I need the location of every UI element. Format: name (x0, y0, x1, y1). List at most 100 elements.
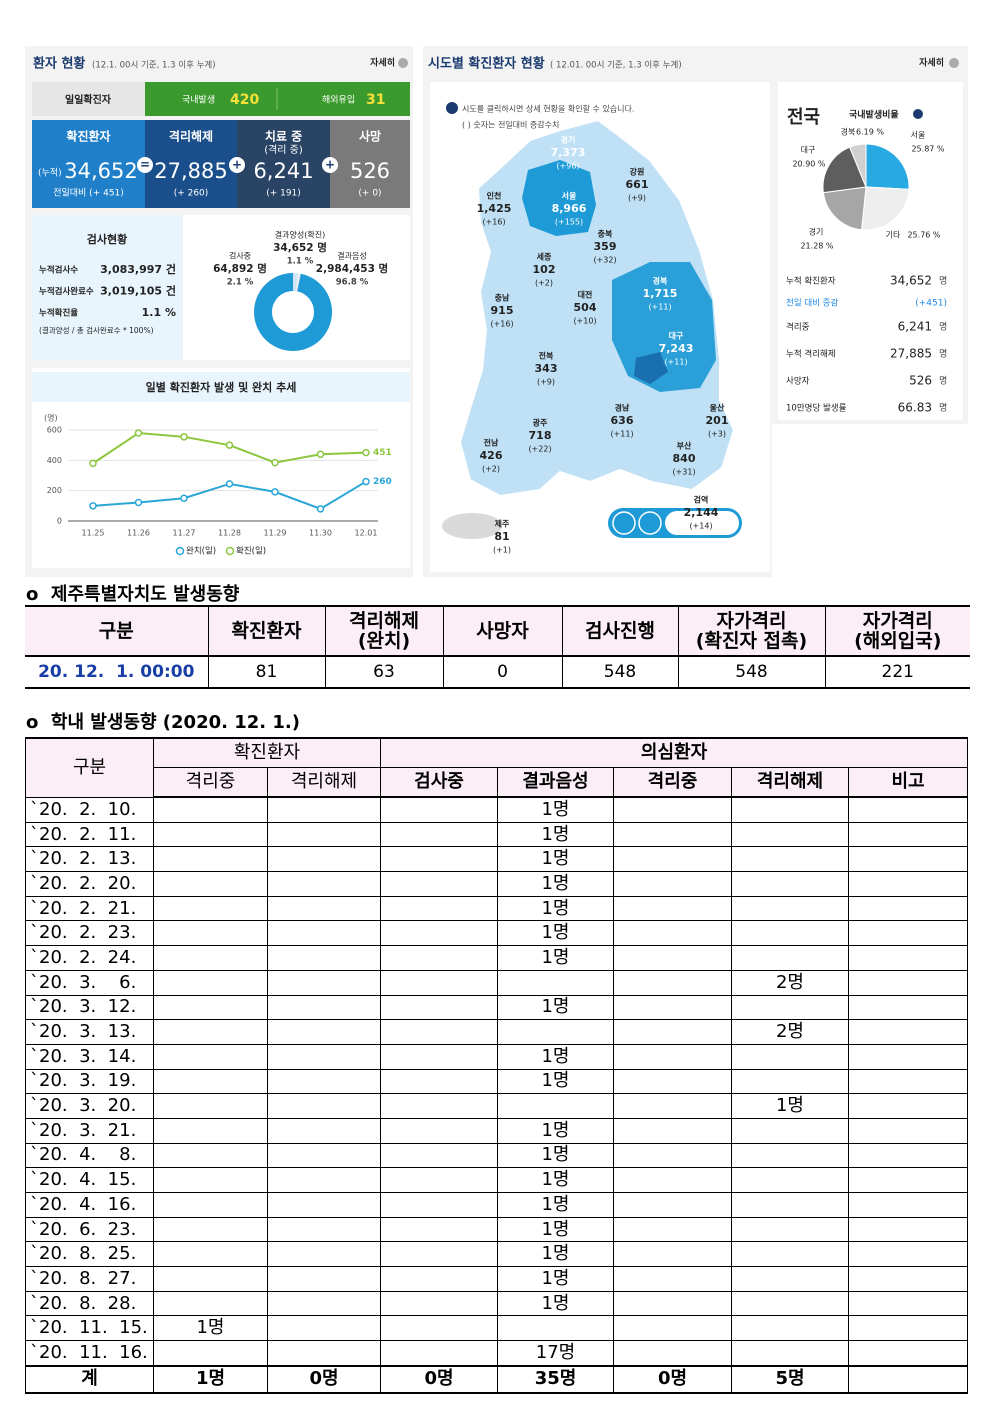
region-delta: (+9) (537, 378, 555, 387)
donut-category: 검사중 (229, 251, 251, 261)
cell (847, 1043, 969, 1070)
cell (267, 969, 381, 996)
cell (731, 920, 849, 947)
card-sub: 전일대비 (+ 451) (53, 188, 124, 199)
data-row: `20. 6. 23. 1명 (25, 1216, 969, 1243)
cell (380, 1192, 498, 1218)
cell: 1명 (497, 895, 614, 922)
more-link[interactable]: 자세히 (919, 57, 944, 69)
cell (267, 1340, 381, 1367)
overseas-value: 31 (366, 92, 385, 108)
card-sub: (+ 0) (358, 189, 381, 199)
data-row: `20. 2. 11. 1명 (25, 821, 969, 848)
cell (267, 1241, 381, 1268)
cell (380, 796, 498, 823)
region[interactable]: 경기7,373 (+96) (551, 135, 586, 171)
region-name: 충남 (495, 293, 510, 303)
data-row: `20. 3. 14. 1명 (25, 1043, 969, 1070)
line-point (316, 450, 325, 459)
stat-card (330, 120, 410, 208)
card-value: 526 (350, 159, 390, 183)
cell (380, 1167, 498, 1193)
region-delta: (+10) (573, 317, 596, 326)
cell (613, 994, 732, 1021)
data-row: `20. 3. 13. 2명 (25, 1019, 969, 1045)
cell (731, 1290, 849, 1317)
donut-value-label: 96.8 % (336, 278, 369, 288)
cell: 221 (824, 656, 970, 689)
pie-category: 경북 (841, 127, 856, 137)
region-count: 504 (574, 301, 597, 314)
cell (731, 796, 849, 823)
pie-slice (849, 143, 867, 188)
header-cell: 자가격리 (확진자 접촉) (677, 605, 826, 657)
date-cell: `20. 2. 20. (25, 871, 154, 897)
region-delta: (+14) (689, 522, 712, 531)
cell (153, 969, 268, 996)
stat-unit: 명 (939, 276, 947, 287)
map-daegu (634, 352, 668, 384)
region-name: 전남 (484, 438, 499, 448)
pie-category: 서울 (911, 131, 926, 140)
y-tick-label: 0 (57, 517, 62, 526)
region[interactable]: 서울8,966 (+155) (552, 191, 587, 227)
cell (613, 871, 732, 897)
cell (847, 1340, 969, 1367)
tests-label: 누적검사수 (39, 265, 78, 276)
daily-label: 일일확진자 (65, 93, 112, 106)
total-cell: 35명 (497, 1364, 614, 1394)
region-count: 343 (535, 362, 558, 375)
cell (613, 1192, 732, 1218)
header-cell: 구분 (25, 737, 154, 798)
cell: 1명 (497, 1167, 614, 1193)
cell (847, 1019, 969, 1045)
cell (267, 1167, 381, 1193)
data-label: 260 (373, 477, 392, 487)
cell (380, 1043, 498, 1070)
cell (267, 994, 381, 1021)
stat-value: 6,241 (898, 320, 932, 334)
region-name: 부산 (677, 441, 692, 451)
header-cell: 격리해제 (완치) (324, 605, 444, 657)
x-tick-label: 12.01 (355, 529, 378, 538)
cell (613, 846, 732, 873)
region-name: 검역 (694, 495, 709, 505)
date-cell: `20. 8. 27. (25, 1266, 154, 1292)
region[interactable]: 대구7,243 (+11) (659, 331, 694, 367)
pie-value-label: 25.87 % (911, 145, 944, 154)
date-cell: `20. 3. 12. (25, 994, 154, 1021)
region[interactable]: 검역2,144 (+14) (684, 495, 719, 531)
region-count: 102 (533, 263, 556, 276)
cell (731, 1043, 849, 1070)
cell (153, 1167, 268, 1193)
x-tick-label: 11.26 (127, 529, 150, 538)
line-point (271, 488, 279, 496)
region-name: 세종 (537, 252, 552, 262)
help-icon (446, 102, 458, 114)
date-cell: `20. 3. 13. (25, 1019, 154, 1045)
stat-value: 66.83 (898, 401, 932, 415)
region-count: 1,715 (643, 287, 678, 300)
cell (847, 1290, 969, 1317)
region[interactable]: 경북1,715 (+11) (643, 276, 678, 312)
region[interactable]: 인천1,425 (+16) (477, 191, 512, 227)
line-point (362, 448, 370, 457)
x-tick-label: 11.30 (309, 529, 332, 538)
operator: + (325, 158, 335, 172)
more-link[interactable]: 자세히 (370, 57, 395, 69)
cell (153, 994, 268, 1021)
date-cell: `20. 6. 23. (25, 1216, 154, 1243)
stat-card (145, 120, 237, 208)
